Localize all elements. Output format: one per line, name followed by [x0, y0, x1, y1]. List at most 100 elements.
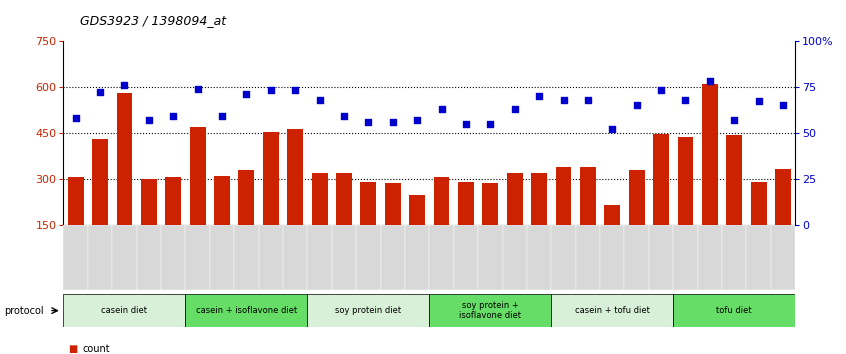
Bar: [673, 225, 698, 290]
Bar: [434, 177, 449, 225]
Bar: [92, 139, 108, 225]
Point: [435, 106, 448, 112]
Bar: [360, 182, 376, 225]
Bar: [580, 167, 596, 225]
Bar: [259, 225, 283, 290]
Point: [313, 97, 327, 102]
Text: soy protein +
isoflavone diet: soy protein + isoflavone diet: [459, 301, 521, 320]
Point: [703, 78, 717, 84]
Bar: [190, 127, 206, 225]
Bar: [775, 169, 791, 225]
Point: [557, 97, 570, 102]
Bar: [673, 294, 795, 327]
Text: casein + isoflavone diet: casein + isoflavone diet: [195, 306, 297, 315]
Text: ■: ■: [68, 344, 77, 354]
Point: [606, 126, 619, 132]
Bar: [429, 294, 552, 327]
Point: [752, 99, 766, 104]
Bar: [653, 134, 669, 225]
Point: [654, 87, 667, 93]
Bar: [117, 93, 132, 225]
Bar: [507, 173, 523, 225]
Bar: [68, 177, 84, 225]
Text: tofu diet: tofu diet: [717, 306, 752, 315]
Bar: [234, 225, 259, 290]
Point: [239, 91, 253, 97]
Bar: [307, 294, 429, 327]
Bar: [63, 294, 185, 327]
Bar: [263, 132, 278, 225]
Bar: [311, 173, 327, 225]
Point: [508, 106, 521, 112]
Bar: [678, 137, 694, 225]
Bar: [165, 177, 181, 225]
Point: [532, 93, 546, 99]
Point: [410, 117, 424, 123]
Bar: [136, 225, 161, 290]
Point: [484, 121, 497, 126]
Point: [69, 115, 82, 121]
Bar: [750, 182, 766, 225]
Bar: [552, 225, 575, 290]
Point: [361, 119, 375, 125]
Text: GDS3923 / 1398094_at: GDS3923 / 1398094_at: [80, 13, 227, 27]
Point: [678, 97, 692, 102]
Bar: [385, 183, 401, 225]
Bar: [453, 225, 478, 290]
Point: [167, 113, 180, 119]
Point: [288, 87, 302, 93]
Bar: [771, 225, 795, 290]
Point: [581, 97, 595, 102]
Bar: [649, 225, 673, 290]
Point: [191, 86, 205, 91]
Bar: [63, 225, 88, 290]
Bar: [88, 225, 113, 290]
Point: [338, 113, 351, 119]
Bar: [482, 183, 498, 225]
Point: [142, 117, 156, 123]
Bar: [503, 225, 527, 290]
Point: [728, 117, 741, 123]
Bar: [629, 170, 645, 225]
Bar: [381, 225, 405, 290]
Point: [93, 90, 107, 95]
Bar: [531, 173, 547, 225]
Bar: [527, 225, 552, 290]
Bar: [356, 225, 381, 290]
Bar: [698, 225, 722, 290]
Bar: [214, 176, 230, 225]
Bar: [283, 225, 307, 290]
Point: [118, 82, 131, 88]
Point: [264, 87, 277, 93]
Bar: [307, 225, 332, 290]
Bar: [161, 225, 185, 290]
Bar: [702, 84, 717, 225]
Bar: [722, 225, 746, 290]
Bar: [552, 294, 673, 327]
Point: [386, 119, 399, 125]
Text: protocol: protocol: [4, 306, 44, 316]
Bar: [556, 167, 571, 225]
Bar: [746, 225, 771, 290]
Bar: [458, 182, 474, 225]
Bar: [478, 225, 503, 290]
Bar: [336, 173, 352, 225]
Text: soy protein diet: soy protein diet: [335, 306, 401, 315]
Point: [459, 121, 473, 126]
Bar: [604, 205, 620, 225]
Bar: [185, 225, 210, 290]
Text: count: count: [82, 344, 110, 354]
Point: [777, 102, 790, 108]
Bar: [185, 294, 307, 327]
Text: casein diet: casein diet: [102, 306, 147, 315]
Bar: [288, 129, 303, 225]
Bar: [405, 225, 429, 290]
Bar: [727, 135, 742, 225]
Bar: [210, 225, 234, 290]
Bar: [141, 179, 157, 225]
Bar: [600, 225, 624, 290]
Bar: [429, 225, 453, 290]
Bar: [113, 225, 136, 290]
Bar: [409, 195, 425, 225]
Text: casein + tofu diet: casein + tofu diet: [574, 306, 650, 315]
